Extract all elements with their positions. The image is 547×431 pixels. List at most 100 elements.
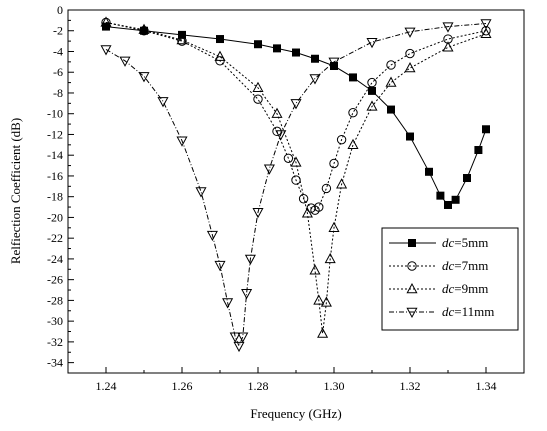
legend-label-italic: dc xyxy=(442,281,455,296)
data-point xyxy=(386,60,396,70)
data-point xyxy=(463,174,471,183)
data-point xyxy=(214,260,226,272)
data-point xyxy=(214,50,226,61)
data-point xyxy=(404,27,416,38)
data-point xyxy=(348,107,358,118)
data-point xyxy=(387,105,395,114)
legend-marker xyxy=(406,282,418,294)
data-point xyxy=(298,194,309,204)
y-tick-label: -6 xyxy=(53,65,63,79)
data-point xyxy=(321,183,332,194)
legend-label-italic: dc xyxy=(442,258,455,273)
legend-label-rest: =9mm xyxy=(454,281,488,296)
data-point xyxy=(347,138,359,150)
x-tick-label: 1.32 xyxy=(400,379,421,393)
legend-marker xyxy=(408,239,416,247)
y-tick-label: -30 xyxy=(47,314,63,328)
data-point xyxy=(336,134,347,145)
y-tick-label: 0 xyxy=(57,3,63,17)
data-point xyxy=(206,230,218,242)
data-point xyxy=(482,125,490,134)
data-point xyxy=(176,136,188,147)
data-point xyxy=(442,41,454,52)
y-tick-label: -22 xyxy=(47,231,63,245)
x-tick-label: 1.30 xyxy=(324,379,345,393)
data-point xyxy=(480,27,492,39)
legend-marker xyxy=(407,261,417,271)
data-point xyxy=(366,37,378,49)
legend-item: dc=7mm xyxy=(389,258,488,273)
data-point xyxy=(328,57,340,68)
data-point xyxy=(404,62,416,73)
legend-label-rest: =11mm xyxy=(454,304,494,319)
y-tick-label: -28 xyxy=(47,293,63,307)
data-point xyxy=(271,107,283,118)
data-point xyxy=(177,36,187,46)
data-point xyxy=(367,77,377,88)
y-axis-label: Relfiection Coefficient (dB) xyxy=(8,118,23,264)
data-point xyxy=(241,288,253,300)
y-tick-label: -18 xyxy=(47,190,63,204)
data-point xyxy=(336,178,348,189)
data-point xyxy=(474,146,483,155)
y-tick-label: -12 xyxy=(47,127,63,141)
legend-marker xyxy=(406,307,418,319)
data-point xyxy=(442,22,454,33)
series-3 xyxy=(100,16,492,338)
data-point xyxy=(291,175,301,185)
series-2 xyxy=(101,17,491,215)
legend-label: dc=9mm xyxy=(442,281,488,296)
data-point xyxy=(311,54,319,63)
data-point xyxy=(273,44,281,53)
series-line xyxy=(105,21,487,334)
data-point xyxy=(290,99,302,110)
data-point xyxy=(480,19,492,30)
legend-label: dc=5mm xyxy=(442,235,488,250)
data-point xyxy=(216,35,224,44)
data-point xyxy=(195,187,207,198)
x-tick-label: 1.28 xyxy=(248,379,269,393)
data-point xyxy=(252,81,264,92)
y-tick-label: -16 xyxy=(47,169,63,183)
y-tick-label: -4 xyxy=(53,44,63,58)
data-point xyxy=(272,126,282,137)
data-point xyxy=(119,56,131,67)
y-tick-label: -32 xyxy=(47,335,63,349)
legend-item: dc=9mm xyxy=(389,281,488,296)
data-point xyxy=(329,158,339,169)
data-point xyxy=(100,16,112,27)
data-point xyxy=(292,48,300,57)
data-point xyxy=(176,34,188,45)
data-point xyxy=(233,341,245,353)
data-point xyxy=(451,195,460,204)
data-point xyxy=(309,264,321,275)
data-point xyxy=(275,130,287,141)
data-point xyxy=(138,23,150,34)
data-point xyxy=(324,252,336,264)
y-tick-label: -34 xyxy=(47,356,63,370)
series-4 xyxy=(100,19,492,353)
legend-label-rest: =7mm xyxy=(454,258,488,273)
y-tick-label: -10 xyxy=(47,107,63,121)
y-tick-label: -14 xyxy=(47,148,63,162)
data-point xyxy=(301,207,313,218)
data-point xyxy=(406,132,414,141)
y-tick-label: -26 xyxy=(47,273,63,287)
legend-label-italic: dc xyxy=(442,235,455,250)
x-tick-label: 1.26 xyxy=(172,379,193,393)
data-point xyxy=(385,76,397,87)
data-point xyxy=(244,254,256,265)
data-point xyxy=(314,202,324,212)
data-point xyxy=(290,156,302,167)
data-point xyxy=(283,153,294,164)
data-point xyxy=(309,74,321,85)
data-point xyxy=(328,221,340,232)
data-point xyxy=(237,332,249,343)
x-tick-label: 1.24 xyxy=(96,379,117,393)
data-point xyxy=(254,40,262,49)
series-line xyxy=(105,22,487,348)
data-point xyxy=(320,296,332,307)
legend-item: dc=11mm xyxy=(389,304,494,319)
data-point xyxy=(436,191,445,200)
